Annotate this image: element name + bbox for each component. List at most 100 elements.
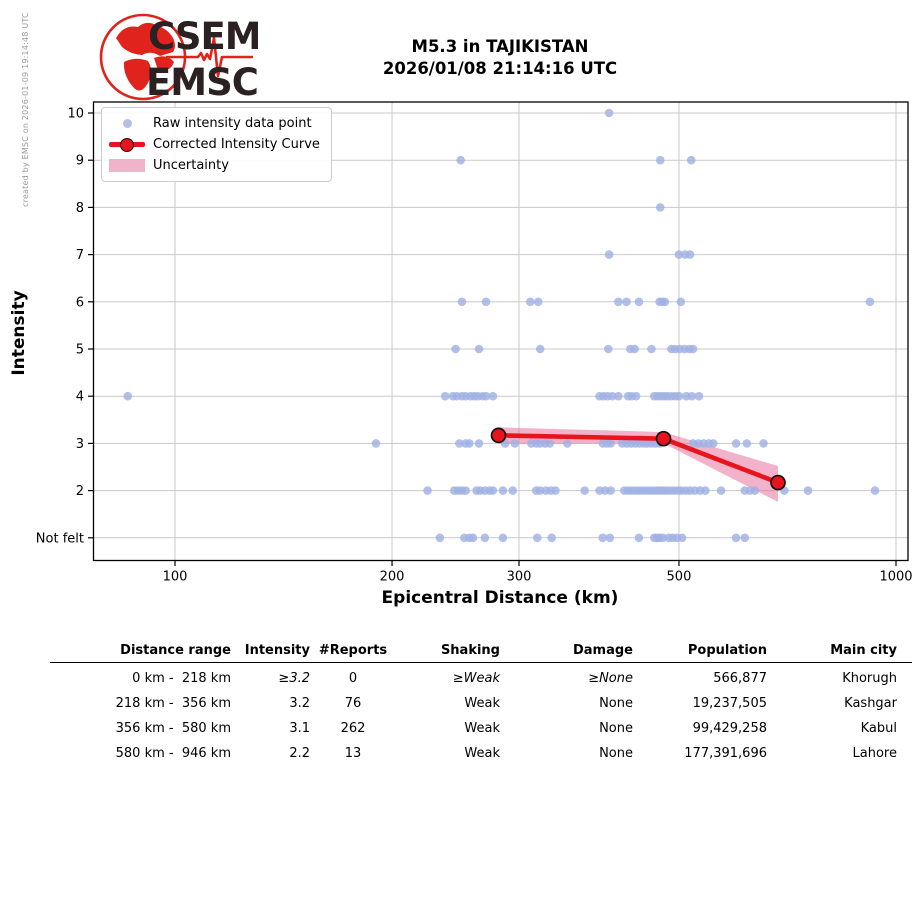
table-row: 218 km - 356 km 3.2 76 Weak None 19,237,505 Ka… [50,691,897,716]
table-cell: Weak [464,746,500,761]
curve-marker [770,474,786,491]
x-tick-label: 500 [667,570,692,585]
raw-intensity-point [688,344,698,354]
raw-intensity-point [614,297,623,307]
raw-intensity-point [123,391,133,401]
table-cell: 2.2 [289,746,310,761]
legend-label-uncertainty: Uncertainty [153,158,229,173]
curve-marker [655,430,672,447]
raw-intensity-point [605,533,615,543]
curve-marker-icon [109,137,145,152]
y-tick-label: 6 [76,295,84,310]
table-cell: 580 km - 946 km [115,746,231,761]
plot-border [92,101,909,562]
table-header-rule [50,662,912,663]
y-tick-label: 7 [76,248,84,263]
raw-intensity-point [803,486,813,495]
raw-intensity-point [510,439,520,448]
x-tick-label: 1000 [879,570,912,585]
event-magnitude-region: M5.3 in TAJIKISTAN [411,37,589,56]
raw-intensity-point [456,155,465,165]
table-cell: Kashgar [844,696,897,711]
table-cell: 0 km - 218 km [132,671,231,686]
table-cell: None [599,746,633,761]
raw-intensity-point [622,297,631,307]
table-cell: 566,877 [713,671,767,686]
table-cell: ≥Weak [452,671,500,686]
raw-intensity-point [461,486,470,495]
raw-intensity-point [674,391,684,401]
y-tick-label: 10 [67,107,84,122]
chart-legend: Raw intensity data point Corrected Inten… [101,107,332,182]
raw-intensity-point [731,439,741,448]
raw-intensity-point [545,439,555,448]
logo-text-emsc: EMSC [146,61,258,102]
globe-asia-shape [154,56,174,71]
table-cell: 3.2 [289,696,310,711]
raw-intensity-point [598,533,608,543]
table-header-cell: Population [687,642,767,658]
legend-entry-uncertainty: Uncertainty [109,155,322,176]
x-tick-label: 300 [507,570,532,585]
raw-intensity-point [686,155,696,165]
raw-intensity-point [468,533,478,543]
table-cell: Khorugh [842,671,897,686]
raw-intensity-point [709,439,718,448]
raw-intensity-point [865,297,875,307]
raw-intensity-point [604,250,614,259]
table-header-cell: #Reports [318,642,388,658]
table-header-cell: Shaking [440,642,500,658]
raw-intensity-point [716,486,726,495]
raw-intensity-point [457,297,467,307]
y-tick-label: 9 [76,154,84,169]
table-cell: 177,391,696 [684,746,767,761]
table-header-cell: Distance range [120,642,231,658]
raw-intensity-point [607,391,617,401]
raw-intensity-point [480,533,490,543]
raw-intensity-point [676,297,686,307]
raw-intensity-point [498,486,508,495]
table-cell: 19,237,505 [692,696,767,711]
raw-intensity-point [525,297,535,307]
table-row: 0 km - 218 km ≥3.2 0 ≥Weak ≥None 566,877 Khoru… [50,666,897,691]
raw-intensity-point [474,344,484,354]
globe-europe-shape [116,22,175,56]
emsc-logo: CSEM EMSC [88,10,258,102]
raw-intensity-point [870,486,880,495]
raw-intensity-point [474,439,484,448]
raw-intensity-point [701,486,710,495]
uncertainty-patch-icon [109,159,145,172]
raw-intensity-point [731,533,741,543]
raw-intensity-point [655,203,665,212]
raw-intensity-point [547,533,556,543]
raw-intensity-point [614,391,623,401]
raw-intensity-point [508,486,517,495]
table-row: 356 km - 580 km 3.1 262 Weak None 99,429,258 K… [50,716,897,741]
seismogram-icon [166,36,253,78]
raw-intensity-point [685,250,695,259]
raw-intensity-point [498,533,508,543]
raw-intensity-point [655,155,665,165]
table-cell: 76 [344,696,362,711]
raw-intensity-point [630,344,639,354]
raw-intensity-point [481,297,491,307]
raw-intensity-point [604,108,614,118]
raw-intensity-point [481,391,491,401]
raw-intensity-point [634,533,644,543]
raw-intensity-point [606,439,615,448]
table-cell: ≥None [588,671,633,686]
legend-label-curve: Corrected Intensity Curve [153,137,320,152]
table-cell: None [599,721,633,736]
raw-intensity-point [440,391,450,401]
table-cell: 262 [340,721,366,736]
raw-intensity-point [660,297,670,307]
y-tick-label: 4 [76,390,84,405]
raw-intensity-point [535,344,545,354]
table-cell: Kabul [860,721,897,736]
raw-intensity-point [455,439,464,448]
raw-intensity-point [658,533,668,543]
table-header-row: Distance range Intensity #Reports Shaking Da… [50,638,897,662]
x-tick-label: 200 [380,570,405,585]
raw-intensity-point [604,344,613,354]
